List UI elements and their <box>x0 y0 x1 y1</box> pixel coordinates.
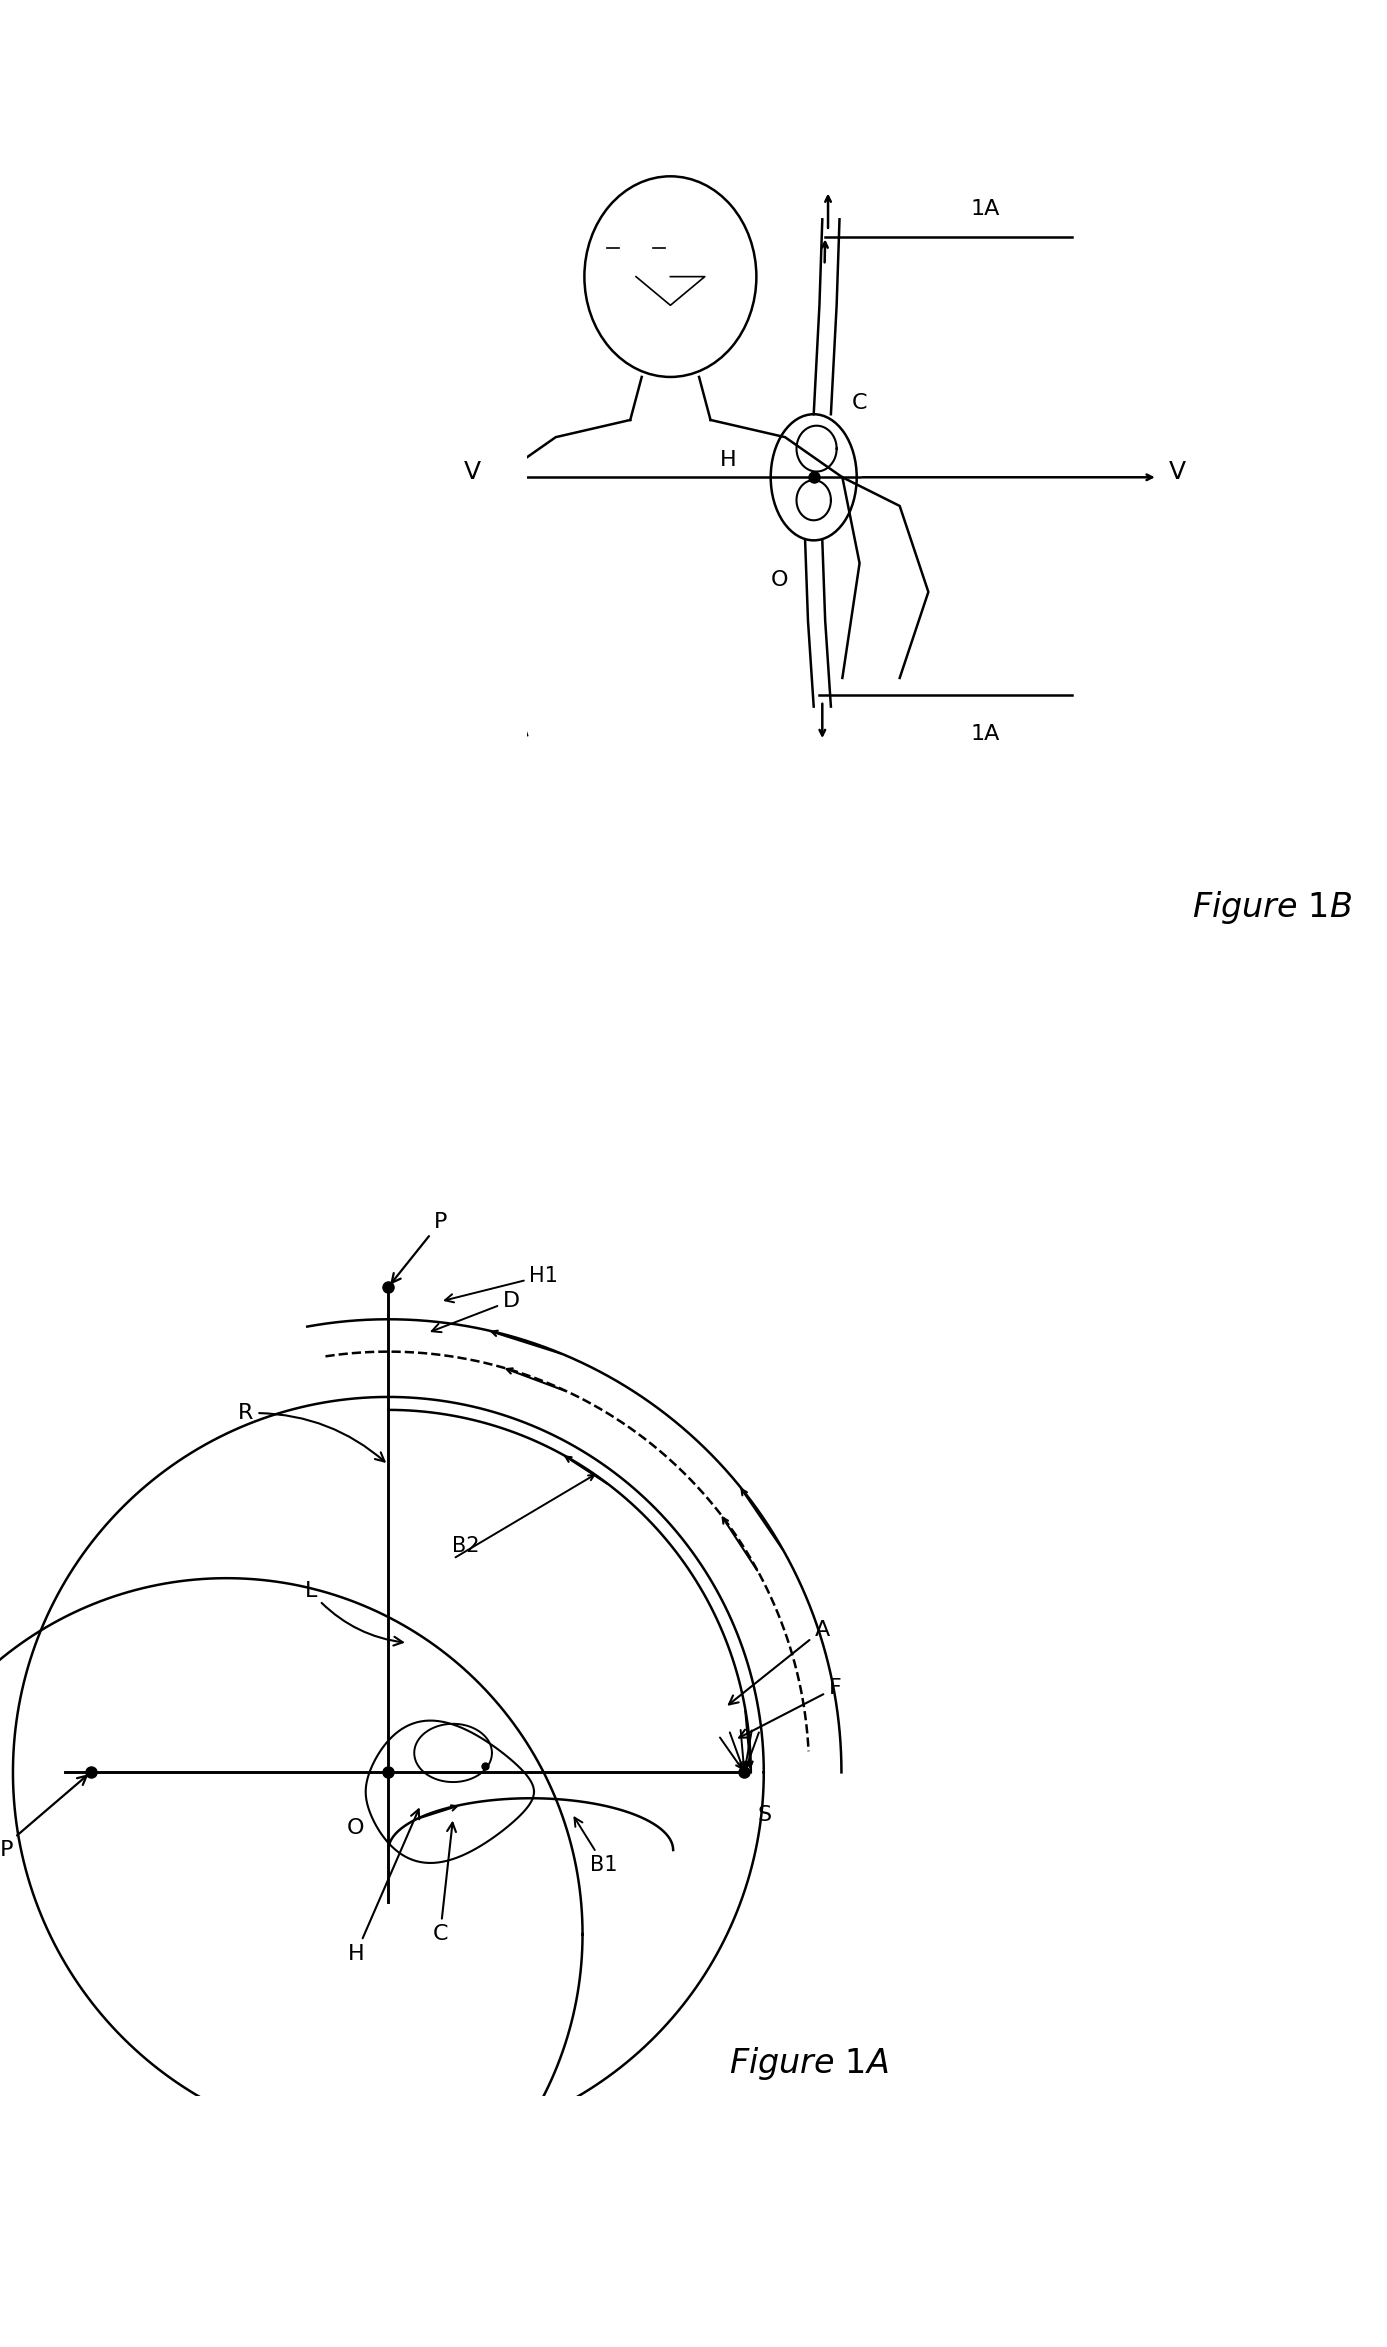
Text: D: D <box>431 1291 520 1333</box>
Text: B1: B1 <box>574 1817 619 1875</box>
Text: O: O <box>771 570 788 591</box>
Text: $\it{Figure\ 1A}$: $\it{Figure\ 1A}$ <box>730 2044 889 2082</box>
Text: V: V <box>465 460 481 483</box>
Text: S: S <box>757 1805 771 1824</box>
Text: H: H <box>720 451 736 469</box>
Text: 1A: 1A <box>971 199 1000 218</box>
Text: C: C <box>433 1824 456 1943</box>
Text: O: O <box>347 1817 365 1838</box>
Text: F: F <box>739 1678 842 1737</box>
Text: A: A <box>730 1619 829 1704</box>
Text: C: C <box>852 392 867 413</box>
Text: V: V <box>1169 460 1186 483</box>
Text: $\it{Figure\ 1B}$: $\it{Figure\ 1B}$ <box>1193 890 1352 925</box>
Text: H: H <box>348 1810 419 1964</box>
Text: L: L <box>305 1582 402 1645</box>
Text: 1A: 1A <box>971 723 1000 744</box>
Text: R: R <box>239 1404 384 1462</box>
Text: H1: H1 <box>445 1265 558 1303</box>
Text: SP: SP <box>0 1777 86 1861</box>
Text: B2: B2 <box>452 1535 480 1556</box>
Text: P: P <box>391 1211 447 1284</box>
